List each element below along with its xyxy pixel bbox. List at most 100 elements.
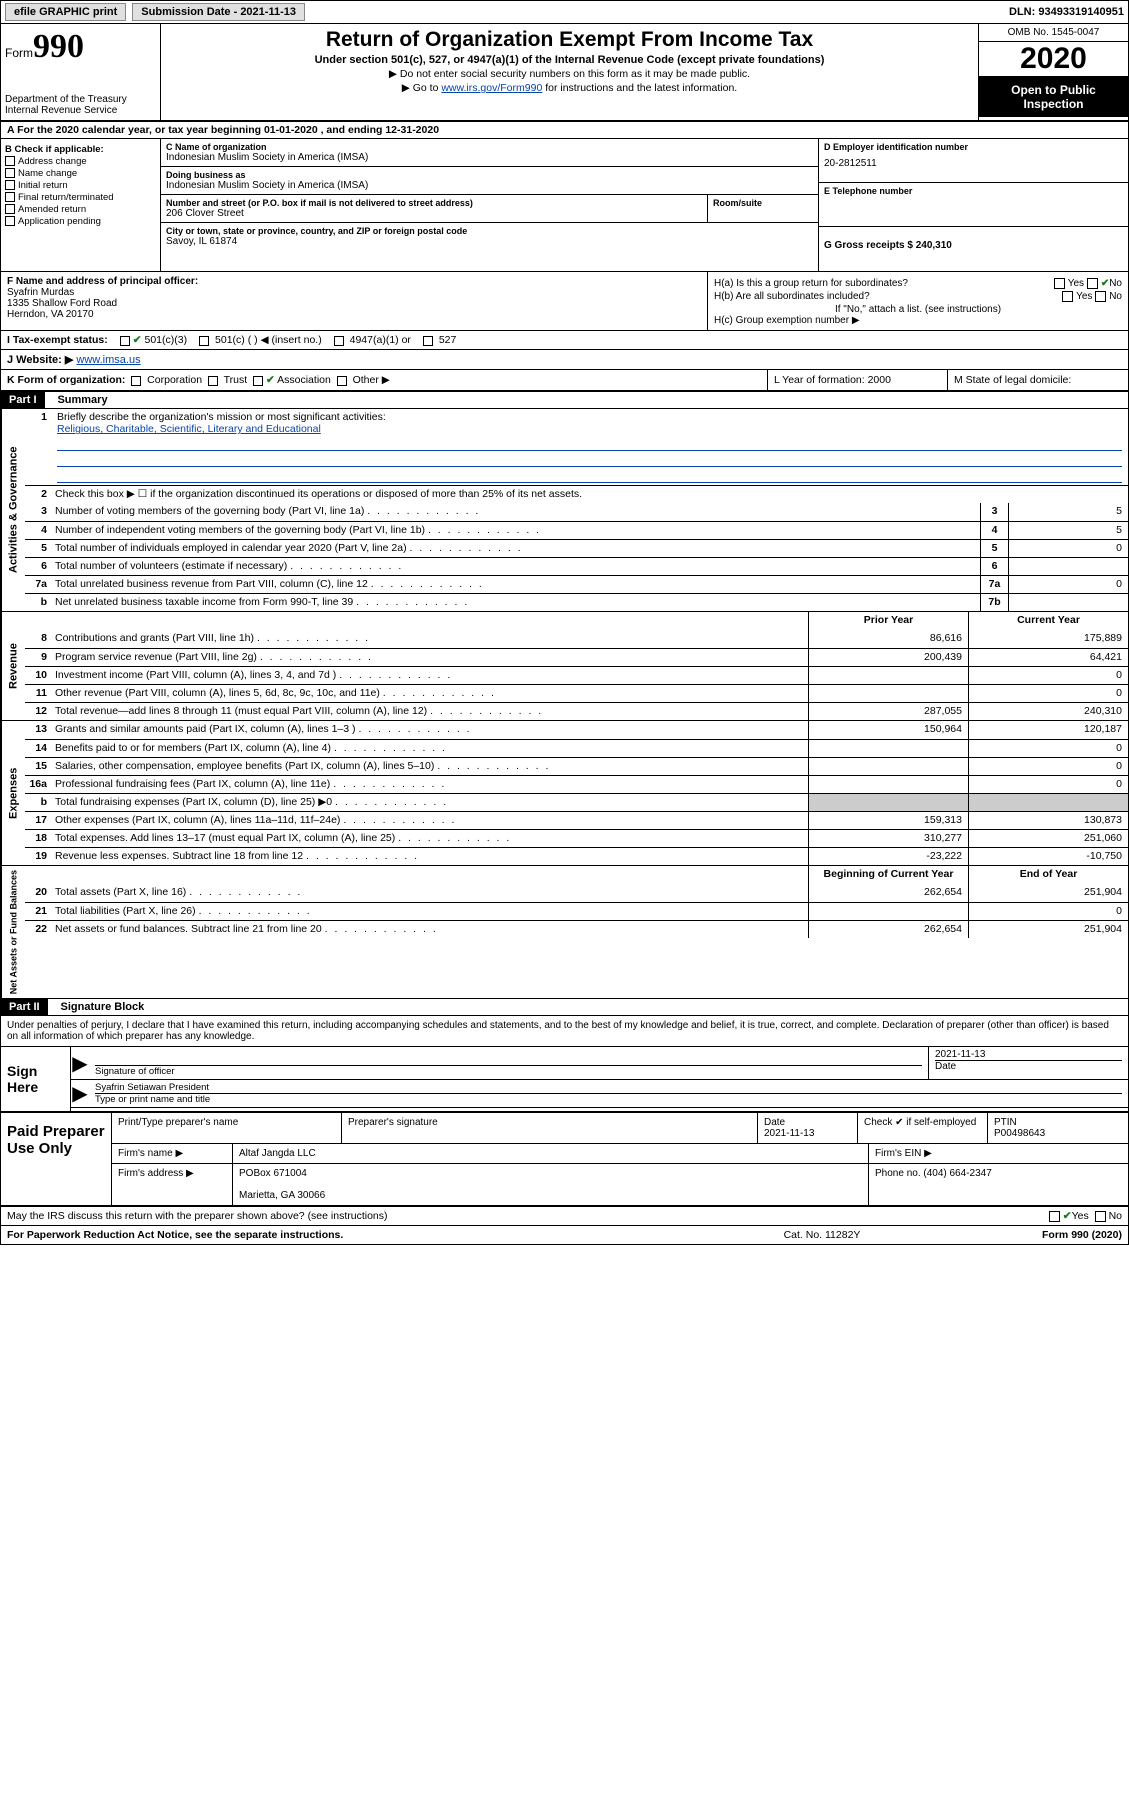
tax-year: 2020 [979, 42, 1128, 77]
dba-label: Doing business as [166, 170, 813, 180]
firm-phone: Phone no. (404) 664-2347 [868, 1164, 1128, 1205]
b-checkbox-0[interactable] [5, 156, 15, 166]
part2-label: Signature Block [55, 999, 151, 1015]
j-label: J Website: ▶ [7, 354, 73, 366]
tel-label: E Telephone number [824, 186, 1123, 196]
q1-label: Briefly describe the organization's miss… [57, 411, 386, 423]
expenses-section: Expenses 13Grants and similar amounts pa… [1, 721, 1128, 866]
b-checkbox-1[interactable] [5, 168, 15, 178]
k-opt-0[interactable] [131, 376, 141, 386]
col-b-checkboxes: B Check if applicable: Address changeNam… [1, 139, 161, 271]
f-label: F Name and address of principal officer: [7, 276, 198, 287]
street-label: Number and street (or P.O. box if mail i… [166, 198, 702, 208]
room-label: Room/suite [713, 198, 813, 208]
footer-form: Form 990 (2020) [922, 1229, 1122, 1241]
form-number: 990 [33, 28, 84, 65]
hb-note: If "No," attach a list. (see instruction… [714, 304, 1122, 315]
m-state: M State of legal domicile: [948, 370, 1128, 390]
l-year: L Year of formation: 2000 [768, 370, 948, 390]
cb-4947[interactable] [334, 336, 344, 346]
b-label: B Check if applicable: [5, 144, 104, 155]
officer-name: Syafrin Murdas [7, 287, 701, 298]
ha-yesno: Yes ✔No [1054, 278, 1122, 289]
b-checkbox-4[interactable] [5, 204, 15, 214]
ein-label: D Employer identification number [824, 142, 1123, 152]
officer-printed-label: Type or print name and title [95, 1093, 1122, 1105]
col-h: H(a) Is this a group return for subordin… [708, 272, 1128, 330]
sign-arrow-icon-2: ▶ [71, 1080, 89, 1107]
side-revenue: Revenue [1, 612, 25, 720]
penalty-text: Under penalties of perjury, I declare th… [1, 1016, 1128, 1047]
firm-ein-label: Firm's EIN ▶ [868, 1144, 1128, 1163]
cb-501c[interactable] [199, 336, 209, 346]
hdr-end: End of Year [968, 866, 1128, 884]
officer-addr2: Herndon, VA 20170 [7, 309, 701, 320]
firm-addr2: Marietta, GA 30066 [239, 1190, 325, 1201]
prep-h-name: Print/Type preparer's name [112, 1113, 342, 1143]
prep-h-date: Date [764, 1117, 785, 1128]
ha-label: H(a) Is this a group return for subordin… [714, 278, 908, 289]
website-link[interactable]: www.imsa.us [76, 354, 140, 366]
part1-header-row: Part I Summary [1, 392, 1128, 409]
open-to-public: Open to PublicInspection [979, 77, 1128, 117]
sig-date: 2021-11-13 [935, 1049, 1122, 1060]
hb-label: H(b) Are all subordinates included? [714, 291, 870, 302]
footer-catno: Cat. No. 11282Y [722, 1229, 922, 1241]
ptin-label: PTIN [994, 1117, 1017, 1128]
part2-hdr: Part II [1, 999, 48, 1015]
firm-name-label: Firm's name ▶ [112, 1144, 232, 1163]
irs-link[interactable]: www.irs.gov/Form990 [441, 82, 542, 94]
discuss-no[interactable] [1095, 1211, 1106, 1222]
sign-arrow-icon: ▶ [71, 1047, 89, 1079]
gross-receipts: G Gross receipts $ 240,310 [824, 240, 952, 251]
part1-label: Summary [51, 392, 113, 408]
officer-addr1: 1335 Shallow Ford Road [7, 298, 701, 309]
discuss-yes[interactable] [1049, 1211, 1060, 1222]
cb-527[interactable] [423, 336, 433, 346]
governance-section: Activities & Governance 1 Briefly descri… [1, 409, 1128, 612]
ptin-value: P00498643 [994, 1128, 1045, 1139]
efile-button[interactable]: efile GRAPHIC print [5, 3, 126, 21]
q2-text: Check this box ▶ ☐ if the organization d… [51, 486, 1128, 503]
org-name: Indonesian Muslim Society in America (IM… [166, 152, 813, 163]
row-i-tax-status: I Tax-exempt status: ✔ 501(c)(3) 501(c) … [1, 331, 1128, 350]
dln: DLN: 93493319140951 [1009, 6, 1124, 18]
dba-value: Indonesian Muslim Society in America (IM… [166, 180, 813, 191]
note-ssn: ▶ Do not enter social security numbers o… [169, 68, 970, 80]
note-goto-pre: ▶ Go to [402, 82, 442, 94]
hdr-prior: Prior Year [808, 612, 968, 630]
k-opt-3[interactable] [337, 376, 347, 386]
side-net: Net Assets or Fund Balances [1, 866, 25, 998]
omb-number: OMB No. 1545-0047 [979, 24, 1128, 42]
header-right: OMB No. 1545-0047 2020 Open to PublicIns… [978, 24, 1128, 120]
k-opt-1[interactable] [208, 376, 218, 386]
form-header: Form990 Department of the Treasury Inter… [1, 24, 1128, 122]
revenue-section: Revenue Prior Year Current Year 8Contrib… [1, 612, 1128, 721]
form-prefix: Form [5, 46, 33, 60]
netassets-section: Net Assets or Fund Balances Beginning of… [1, 866, 1128, 999]
col-c: C Name of organizationIndonesian Muslim … [161, 139, 818, 271]
part2-header-row: Part II Signature Block [1, 999, 1128, 1016]
submission-date: Submission Date - 2021-11-13 [132, 3, 305, 21]
b-checkbox-5[interactable] [5, 216, 15, 226]
col-d: D Employer identification number 20-28125… [818, 139, 1128, 271]
sig-officer-label: Signature of officer [95, 1065, 922, 1077]
mission-link[interactable]: Religious, Charitable, Scientific, Liter… [57, 423, 321, 435]
b-checkbox-3[interactable] [5, 192, 15, 202]
k-opt-2[interactable] [253, 376, 263, 386]
side-expenses: Expenses [1, 721, 25, 865]
ein-value: 20-2812511 [824, 158, 1123, 169]
city-label: City or town, state or province, country… [166, 226, 813, 236]
b-checkbox-2[interactable] [5, 180, 15, 190]
row-klm: K Form of organization: Corporation Trus… [1, 370, 1128, 392]
form-title: Return of Organization Exempt From Incom… [169, 28, 970, 52]
footer: For Paperwork Reduction Act Notice, see … [1, 1226, 1128, 1244]
top-bar: efile GRAPHIC print Submission Date - 20… [0, 0, 1129, 24]
cb-501c3[interactable] [120, 336, 130, 346]
form-subtitle: Under section 501(c), 527, or 4947(a)(1)… [169, 54, 970, 66]
row-j-website: J Website: ▶ www.imsa.us [1, 350, 1128, 370]
c-name-label: C Name of organization [166, 142, 813, 152]
paid-preparer-label: Paid Preparer Use Only [1, 1113, 111, 1205]
paid-preparer-table: Paid Preparer Use Only Print/Type prepar… [1, 1113, 1128, 1207]
header-mid: Return of Organization Exempt From Incom… [161, 24, 978, 120]
